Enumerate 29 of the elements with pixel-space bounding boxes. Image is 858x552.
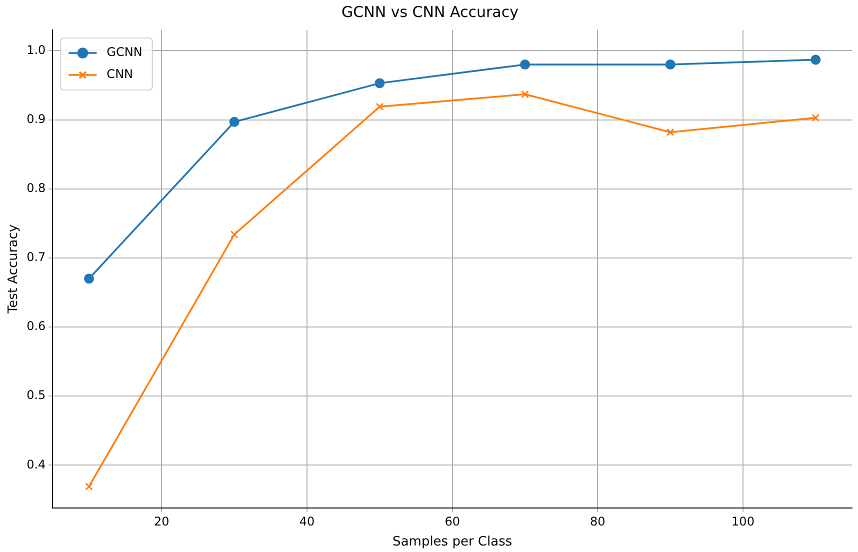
point	[84, 274, 94, 284]
chart-title: GCNN vs CNN Accuracy	[342, 2, 519, 21]
x-tick-label: 60	[444, 514, 460, 528]
y-tick-label: 0.4	[26, 457, 46, 472]
y-tick-label: 1.0	[26, 42, 46, 57]
y-tick-label: 0.5	[26, 388, 46, 402]
point	[85, 482, 93, 491]
point	[520, 60, 530, 70]
y-axis-title: Test Accuracy	[6, 224, 22, 315]
y-tick-label: 0.7	[26, 250, 46, 264]
point	[812, 114, 820, 122]
point	[666, 128, 674, 136]
y-tick-label: 0.8	[26, 181, 46, 195]
point	[521, 90, 529, 98]
x-tick-label: 40	[299, 514, 315, 528]
point	[374, 78, 385, 88]
x-tick-label: 80	[590, 514, 606, 528]
point	[230, 230, 238, 238]
legend-label: CNN	[106, 67, 134, 82]
legend-label: GCNN	[106, 45, 142, 60]
point	[810, 54, 821, 65]
y-tick-label: 0.9	[26, 112, 46, 126]
y-tick-label: 0.6	[26, 319, 46, 334]
x-axis-title: Samples per Class	[392, 534, 512, 550]
point	[376, 102, 384, 111]
x-tick-label: 100	[732, 514, 754, 528]
point	[665, 60, 676, 70]
point	[229, 116, 240, 127]
x-tick-label: 20	[154, 514, 170, 528]
